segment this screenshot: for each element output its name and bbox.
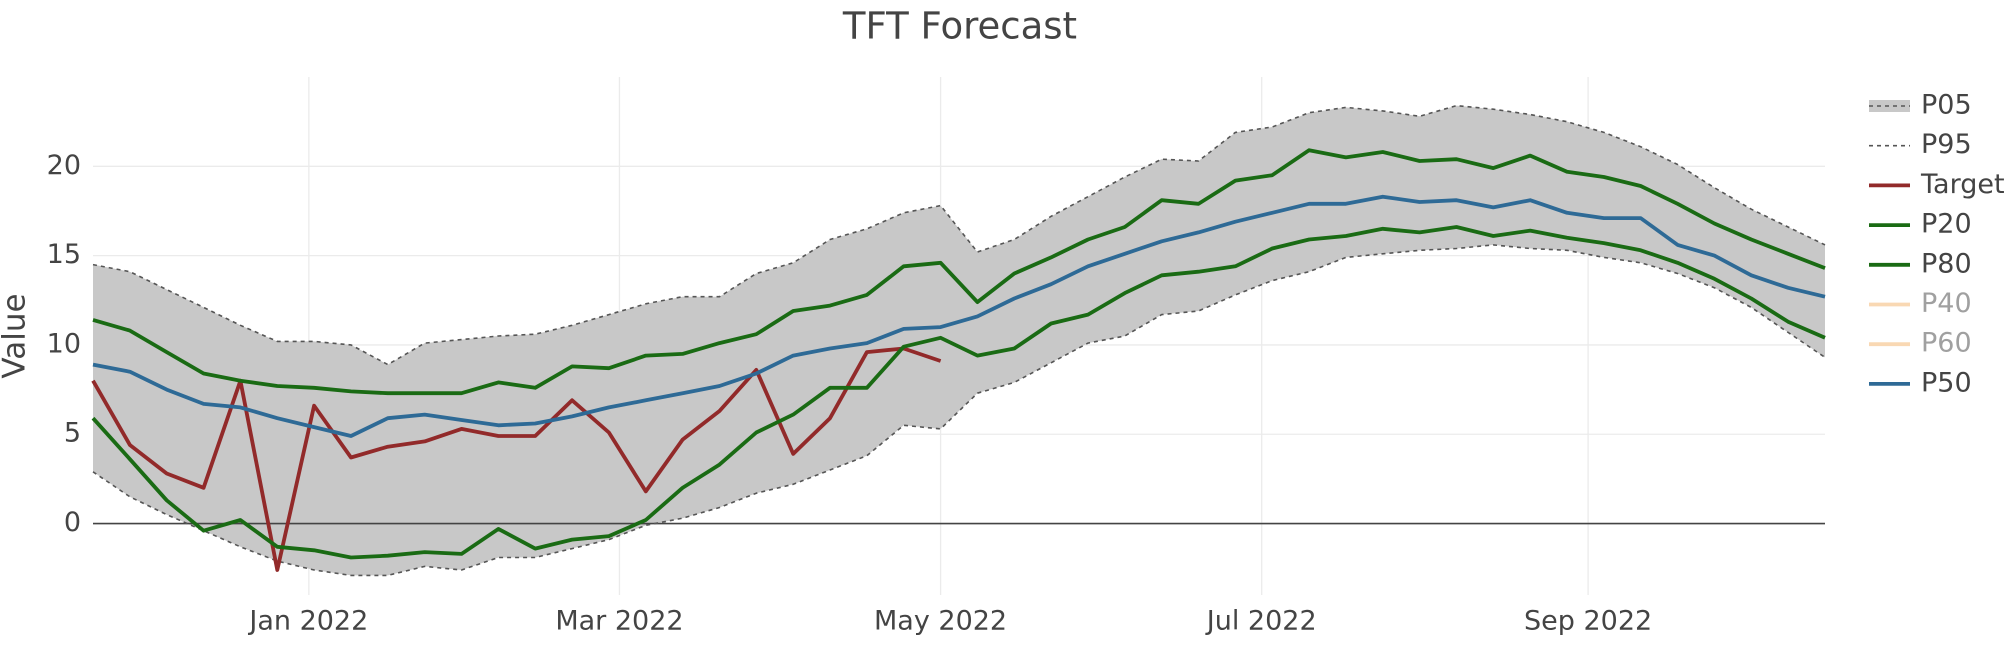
x-tick-label: Mar 2022 <box>555 606 683 637</box>
series-line <box>92 194 1826 438</box>
legend-label: P95 <box>1921 129 1972 160</box>
legend-label: P60 <box>1921 328 1972 359</box>
legend-item[interactable]: P20 <box>1869 209 1972 240</box>
legend-swatch <box>1869 100 1910 112</box>
chart-title: TFT Forecast <box>842 5 1077 48</box>
y-tick-label: 20 <box>47 150 81 181</box>
band-fill <box>93 105 1825 576</box>
legend-item[interactable]: P95 <box>1869 129 1972 160</box>
series-line <box>91 225 1826 560</box>
x-tick-label: Jul 2022 <box>1205 606 1317 637</box>
series-line <box>92 148 1826 396</box>
series-line <box>91 346 942 572</box>
series-line <box>92 104 1826 366</box>
legend-item[interactable]: P80 <box>1869 248 1972 279</box>
series-line <box>92 244 1826 577</box>
y-tick-label: 0 <box>64 507 81 538</box>
legend-item[interactable]: P05 <box>1869 90 1972 121</box>
legend-item[interactable]: P60 <box>1869 328 1972 359</box>
x-tick-label: Jan 2022 <box>247 606 368 637</box>
legend-item[interactable]: P40 <box>1869 288 1972 319</box>
legend-item[interactable]: Target <box>1869 169 2005 200</box>
legend-label: P50 <box>1921 367 1972 398</box>
x-tick-label: Sep 2022 <box>1524 606 1652 637</box>
x-tick-label: May 2022 <box>874 606 1007 637</box>
legend-label: P80 <box>1921 248 1972 279</box>
y-tick-label: 15 <box>47 239 81 270</box>
y-tick-label: 5 <box>64 418 81 449</box>
legend-label: P40 <box>1921 288 1972 319</box>
legend-label: Target <box>1920 169 2005 200</box>
y-axis-title: Value <box>0 293 33 378</box>
legend-label: P05 <box>1921 90 1972 121</box>
y-tick-label: 10 <box>47 328 81 359</box>
legend-item[interactable]: P50 <box>1869 367 1972 398</box>
legend-label: P20 <box>1921 209 1972 240</box>
